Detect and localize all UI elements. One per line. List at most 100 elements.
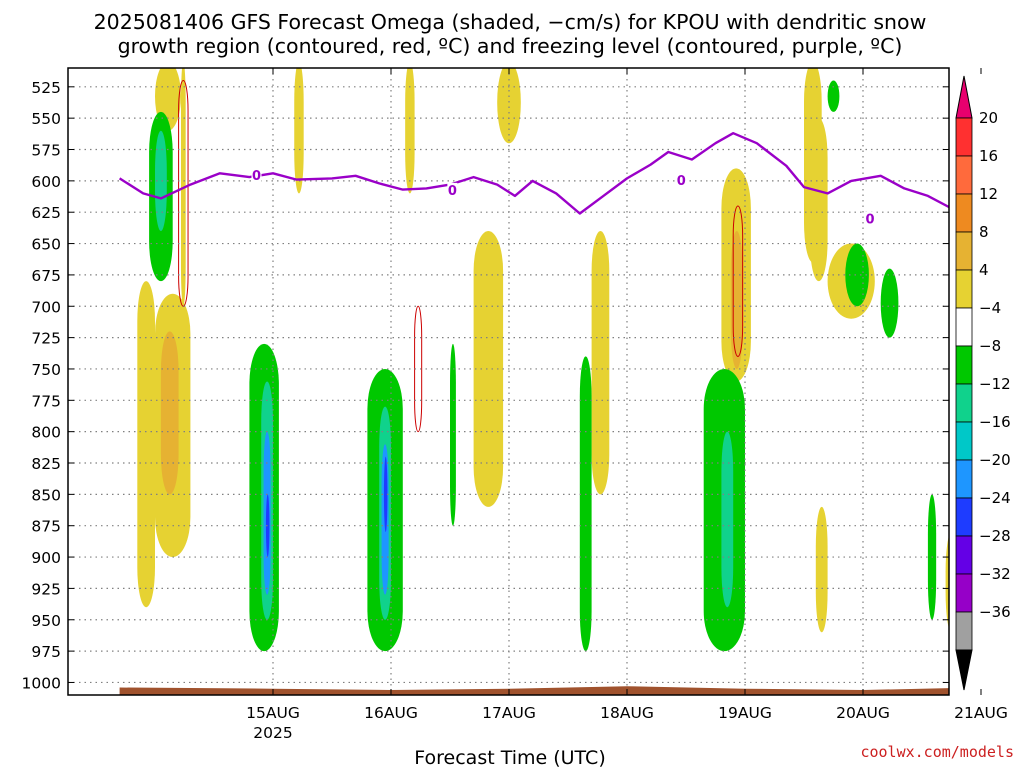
x-tick-label-4: 19AUG (718, 704, 772, 722)
x-axis: 15AUG 2025 16AUG 17AUG 18AUG 19AUG 20AUG 21AUG (246, 68, 1008, 742)
omega-region-41 (383, 456, 388, 532)
colorbar-segment-0 (955, 117, 973, 157)
chart-title-line-2: growth region (contoured, red, ºC) and f… (118, 34, 903, 58)
colorbar-segment-11 (955, 535, 973, 575)
omega-region-16 (945, 535, 949, 629)
colorbar-top-arrow (955, 75, 973, 119)
colorbar-label-11: −28 (979, 527, 1011, 545)
colorbar-segment-3 (955, 231, 973, 271)
omega-region-13 (473, 231, 504, 507)
colorbar-segment-4 (955, 269, 973, 309)
colorbar-segment-6 (955, 345, 973, 385)
y-tick-label-575: 575 (31, 142, 61, 160)
y-tick-label-825: 825 (31, 455, 61, 473)
colorbar-segment-1 (955, 155, 973, 195)
colorbar-segment-10 (955, 497, 973, 537)
omega-region-2 (294, 68, 304, 194)
y-tick-label-1000: 1000 (22, 674, 61, 692)
y-tick-label-550: 550 (31, 110, 61, 128)
omega-region-9 (591, 231, 610, 495)
colorbar-segment-7 (955, 383, 973, 423)
freezing-level-label-bg-0 (251, 167, 262, 182)
omega-region-7 (137, 281, 155, 608)
colorbar-segment-9 (955, 459, 973, 499)
y-tick-label-725: 725 (31, 330, 61, 348)
dgz-contour-0 (178, 80, 189, 307)
omega-region-18 (160, 331, 179, 495)
colorbar-label-6: −8 (979, 337, 1001, 355)
colorbar-label-0: 20 (979, 109, 998, 127)
y-tick-label-675: 675 (31, 267, 61, 285)
y-tick-label-525: 525 (31, 79, 61, 97)
colorbar-bottom-arrow (955, 649, 973, 691)
colorbar-label-7: −12 (979, 375, 1011, 393)
x-tick-label-0: 15AUG (246, 704, 300, 722)
omega-region-40 (265, 494, 270, 558)
freezing-level-line (118, 131, 949, 215)
colorbar-label-2: 12 (979, 185, 998, 203)
y-tick-label-600: 600 (31, 173, 61, 191)
colorbar-segment-2 (955, 193, 973, 233)
freezing-level-label-bg-2 (676, 172, 687, 187)
x-axis-title: Forecast Time (UTC) (414, 747, 605, 768)
colorbar-label-9: −20 (979, 451, 1011, 469)
y-tick-label-900: 900 (31, 549, 61, 567)
colorbar: 20 16 12 8 4 −4 −8 −12 −16 −20 −24 −28 −32 −36 (955, 75, 1011, 691)
colorbar-segment-12 (955, 573, 973, 613)
freezing-level-label-bg-1 (447, 182, 458, 197)
x-tick-label-2: 17AUG (482, 704, 536, 722)
omega-region-26 (845, 243, 869, 307)
dgz-contour-2 (732, 205, 744, 357)
freezing-level-label-2: 0 (677, 174, 686, 189)
colorbar-label-10: −24 (979, 489, 1011, 507)
colorbar-label-13: −36 (979, 603, 1011, 621)
omega-region-23 (450, 343, 456, 526)
y-tick-label-975: 975 (31, 643, 61, 661)
y-tick-label-950: 950 (31, 612, 61, 630)
ground (119, 686, 949, 695)
grid (68, 68, 949, 695)
omega-region-35 (721, 431, 734, 608)
omega-region-3 (405, 68, 415, 194)
plot-area: 0 0 0 0 (68, 68, 949, 695)
x-tick-sublabel-0: 2025 (253, 724, 292, 742)
freezing-level-label-bg-3 (865, 211, 876, 226)
y-axis: 525 550 575 600 625 650 675 700 725 750 775 800 825 8… (22, 79, 949, 692)
credit-text: coolwx.com/models (860, 743, 1014, 761)
y-tick-label-925: 925 (31, 580, 61, 598)
colorbar-segment-5 (955, 307, 973, 347)
colorbar-label-8: −16 (979, 413, 1011, 431)
y-tick-label-800: 800 (31, 424, 61, 442)
omega-region-1 (180, 68, 186, 307)
colorbar-segment-8 (955, 421, 973, 461)
chart-title-line-1: 2025081406 GFS Forecast Omega (shaded, −… (94, 10, 927, 34)
colorbar-label-12: −32 (979, 565, 1011, 583)
y-tick-label-750: 750 (31, 361, 61, 379)
x-tick-label-1: 16AUG (364, 704, 418, 722)
colorbar-label-5: −4 (979, 299, 1001, 317)
y-tick-label-700: 700 (31, 298, 61, 316)
x-tick-label-5: 20AUG (836, 704, 890, 722)
y-tick-label-775: 775 (31, 392, 61, 410)
omega-region-24 (579, 356, 592, 652)
freezing-level-label-3: 0 (866, 213, 875, 228)
omega-region-15 (815, 506, 828, 633)
freezing-level-label-1: 0 (448, 184, 457, 199)
omega-region-31 (827, 80, 840, 112)
omega-region-11 (809, 118, 828, 282)
colorbar-label-4: 4 (979, 261, 989, 279)
colorbar-segment-13 (955, 611, 973, 651)
freezing-level: 0 0 0 0 (118, 131, 949, 228)
y-tick-label-625: 625 (31, 204, 61, 222)
colorbar-label-3: 8 (979, 223, 989, 241)
freezing-level-label-0: 0 (252, 169, 261, 184)
y-tick-label-650: 650 (31, 236, 61, 254)
omega-region-32 (155, 130, 167, 232)
colorbar-label-1: 16 (979, 147, 998, 165)
y-tick-label-875: 875 (31, 518, 61, 536)
omega-region-27 (880, 268, 899, 338)
ground-fill (119, 686, 949, 695)
x-tick-label-3: 18AUG (600, 704, 654, 722)
y-tick-label-850: 850 (31, 486, 61, 504)
